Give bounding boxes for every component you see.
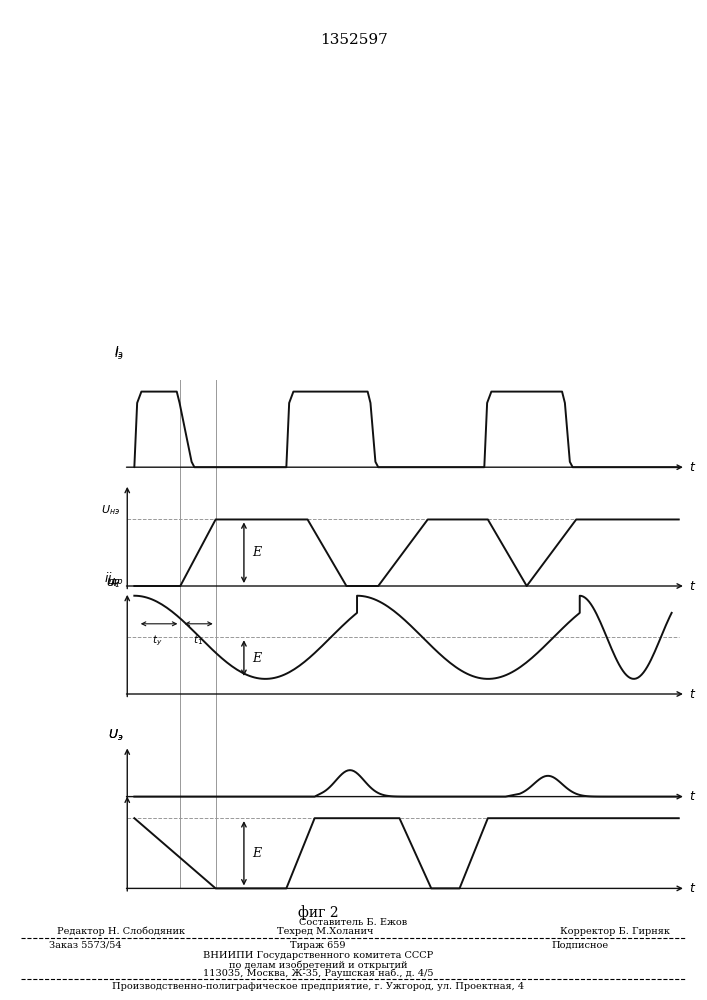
Text: по делам изобретений и открытий: по делам изобретений и открытий xyxy=(229,960,407,970)
Text: Техред М.Холанич: Техред М.Холанич xyxy=(277,927,373,936)
Text: $t_1$: $t_1$ xyxy=(193,634,203,647)
Text: Производственно-полиграфическое предприятие, г. Ужгород, ул. Проектная, 4: Производственно-полиграфическое предприя… xyxy=(112,982,524,991)
Text: $U_{нэ}$: $U_{нэ}$ xyxy=(101,503,120,517)
Text: $U_э$: $U_э$ xyxy=(108,728,124,743)
Text: Составитель Б. Ежов: Составитель Б. Ежов xyxy=(300,918,407,927)
Text: Тираж 659: Тираж 659 xyxy=(291,941,346,950)
Text: 1352597: 1352597 xyxy=(320,33,387,47)
Text: $U_с$: $U_с$ xyxy=(106,576,120,590)
Text: $t$: $t$ xyxy=(689,882,696,895)
Text: E: E xyxy=(252,546,262,559)
Text: фиг 2: фиг 2 xyxy=(298,905,339,920)
Text: $t$: $t$ xyxy=(689,688,696,700)
Text: Подписное: Подписное xyxy=(551,941,608,950)
Text: Редактор Н. Слободяник: Редактор Н. Слободяник xyxy=(57,927,185,936)
Text: $t$: $t$ xyxy=(689,790,696,803)
Text: E: E xyxy=(252,847,262,860)
Text: E: E xyxy=(252,652,262,665)
Text: $U_э$: $U_э$ xyxy=(108,728,124,743)
Text: $i_{др}$: $i_{др}$ xyxy=(107,571,124,589)
Text: $i_{др}$: $i_{др}$ xyxy=(103,571,120,589)
Text: $t_y$: $t_y$ xyxy=(152,634,163,648)
Text: 113035, Москва, Ж-35, Раушская наб., д. 4/5: 113035, Москва, Ж-35, Раушская наб., д. … xyxy=(203,969,433,978)
Text: $t$: $t$ xyxy=(689,461,696,474)
Text: ВНИИПИ Государственного комитета СССР: ВНИИПИ Государственного комитета СССР xyxy=(203,951,433,960)
Text: $I_э$: $I_э$ xyxy=(114,345,124,360)
Text: Корректор Б. Гирняк: Корректор Б. Гирняк xyxy=(560,927,670,936)
Text: $I_э$: $I_э$ xyxy=(114,347,124,362)
Text: Заказ 5573/54: Заказ 5573/54 xyxy=(49,941,122,950)
Text: $t$: $t$ xyxy=(689,580,696,592)
